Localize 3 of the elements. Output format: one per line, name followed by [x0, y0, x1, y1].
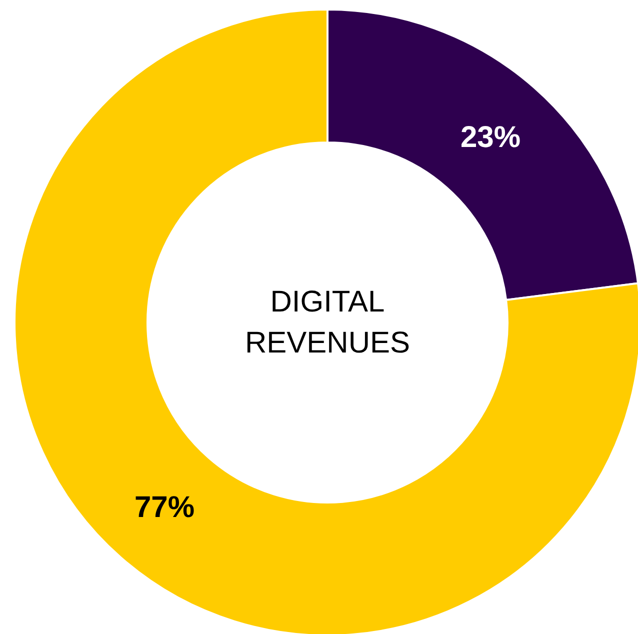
- data-label: 23%: [460, 121, 521, 154]
- data-label: 77%: [134, 490, 195, 524]
- text: DIGITAL REVENUES: [244, 285, 410, 360]
